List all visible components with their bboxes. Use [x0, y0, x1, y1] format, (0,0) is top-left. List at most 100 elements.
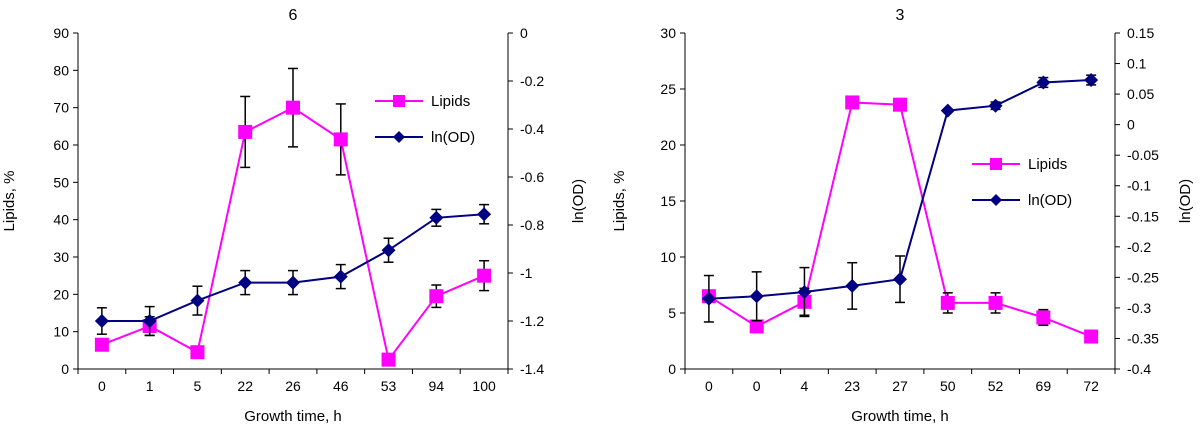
legend-marker — [990, 158, 1002, 170]
x-tick-label: 100 — [472, 378, 496, 394]
y-right-tick-label: 0.15 — [1127, 25, 1154, 41]
lipids-point — [190, 345, 205, 360]
chart-title: 3 — [896, 7, 905, 24]
y-left-tick-label: 10 — [660, 249, 676, 265]
x-tick-label: 5 — [194, 378, 202, 394]
y-right-axis-label: ln(OD) — [1177, 179, 1194, 223]
y-right-tick-label: 0.05 — [1127, 86, 1154, 102]
y-left-tick-label: 20 — [660, 137, 676, 153]
lipids-point — [381, 352, 396, 367]
y-left-tick-label: 30 — [660, 25, 676, 41]
y-left-tick-label: 15 — [660, 193, 676, 209]
y-left-tick-label: 30 — [53, 249, 69, 265]
lipids-point — [333, 132, 348, 147]
ln-od-point — [749, 289, 764, 304]
x-tick-label: 23 — [844, 378, 860, 394]
lipids-point — [1036, 310, 1051, 325]
y-left-tick-label: 5 — [668, 305, 676, 321]
lipids-point — [940, 295, 955, 310]
y-left-tick-label: 70 — [53, 100, 69, 116]
chart-panel-1: 60102030405060708090-1.4-1.2-1-0.8-0.6-0… — [1, 7, 587, 425]
x-tick-label: 52 — [988, 378, 1004, 394]
y-left-axis-label: Lipids, % — [611, 171, 628, 232]
lipids-point — [286, 100, 300, 115]
lipids-point — [477, 268, 492, 283]
ln-od-point — [477, 207, 492, 222]
y-right-tick-label: -0.15 — [1127, 208, 1159, 224]
ln-od-point — [142, 314, 157, 328]
legend: Lipids ln(OD) — [972, 156, 1072, 209]
ln-od-point — [286, 275, 300, 290]
ln-od-point — [94, 314, 109, 328]
x-tick-label: 94 — [429, 378, 445, 394]
ln-od-point — [701, 291, 716, 306]
ln-od-point — [988, 98, 1003, 113]
x-tick-label: 0 — [705, 378, 713, 394]
y-left-tick-label: 80 — [53, 62, 69, 78]
y-right-tick-label: -1.4 — [520, 361, 544, 377]
y-right-axis-label: ln(OD) — [570, 179, 587, 223]
y-left-tick-label: 25 — [660, 81, 676, 97]
y-left-tick-label: 60 — [53, 137, 69, 153]
legend-label: Lipids — [1028, 156, 1067, 173]
y-right-tick-label: -0.4 — [520, 121, 544, 137]
y-left-tick-label: 20 — [53, 286, 69, 302]
y-left-tick-label: 0 — [668, 361, 676, 377]
ln-od-point — [940, 103, 955, 118]
legend-marker — [990, 194, 1002, 206]
y-right-tick-label: -1 — [520, 265, 533, 281]
y-right-tick-label: -1.2 — [520, 313, 544, 329]
lipids-point — [749, 319, 764, 334]
series-lipids — [94, 67, 492, 367]
lipids-point — [94, 337, 109, 352]
x-tick-label: 1 — [146, 378, 154, 394]
y-left-tick-label: 10 — [53, 324, 69, 340]
ln-od-point — [1084, 73, 1099, 88]
ln-od-point — [238, 275, 253, 290]
y-right-tick-label: -0.3 — [1127, 300, 1151, 316]
y-right-tick-label: 0 — [1127, 117, 1135, 133]
y-right-tick-label: -0.05 — [1127, 147, 1159, 163]
lipids-point — [988, 295, 1003, 310]
series-lipids — [701, 95, 1099, 344]
ln-od-point — [1036, 75, 1051, 90]
legend-label: Lipids — [431, 93, 470, 110]
y-right-tick-label: -0.8 — [520, 217, 544, 233]
x-tick-label: 46 — [333, 378, 349, 394]
y-left-tick-label: 40 — [53, 212, 69, 228]
x-axis-label: Growth time, h — [851, 408, 949, 425]
x-tick-label: 53 — [381, 378, 397, 394]
y-right-tick-label: -0.25 — [1127, 269, 1159, 285]
x-tick-label: 72 — [1083, 378, 1099, 394]
series-ln-od — [701, 73, 1099, 323]
ln-od-point — [845, 278, 860, 293]
ln-od-point — [797, 285, 812, 300]
chart-panel-2: 3051015202530-0.4-0.35-0.3-0.25-0.2-0.15… — [611, 7, 1194, 425]
legend-label: ln(OD) — [431, 129, 475, 146]
chart-title: 6 — [289, 7, 298, 24]
x-axis-label: Growth time, h — [244, 408, 342, 425]
legend: Lipids ln(OD) — [375, 93, 475, 146]
ln-od-point — [333, 269, 348, 284]
y-right-tick-label: -0.2 — [520, 73, 544, 89]
series-line — [101, 213, 485, 322]
y-right-tick-label: -0.6 — [520, 169, 544, 185]
x-tick-label: 22 — [237, 378, 253, 394]
x-tick-label: 0 — [98, 378, 106, 394]
lipids-point — [893, 97, 907, 112]
lipids-point — [845, 95, 860, 110]
lipids-point — [429, 289, 444, 304]
y-right-tick-label: -0.2 — [1127, 239, 1151, 255]
ln-od-point — [429, 210, 444, 225]
y-left-axis-label: Lipids, % — [1, 171, 18, 232]
series-ln-od — [94, 203, 492, 337]
legend-marker — [393, 131, 405, 143]
lipids-point — [1084, 329, 1099, 344]
ln-od-point — [893, 272, 907, 287]
x-tick-label: 26 — [285, 378, 301, 394]
y-right-tick-label: 0 — [520, 25, 528, 41]
x-tick-label: 27 — [892, 378, 908, 394]
y-right-tick-label: -0.1 — [1127, 178, 1151, 194]
x-tick-label: 4 — [801, 378, 809, 394]
